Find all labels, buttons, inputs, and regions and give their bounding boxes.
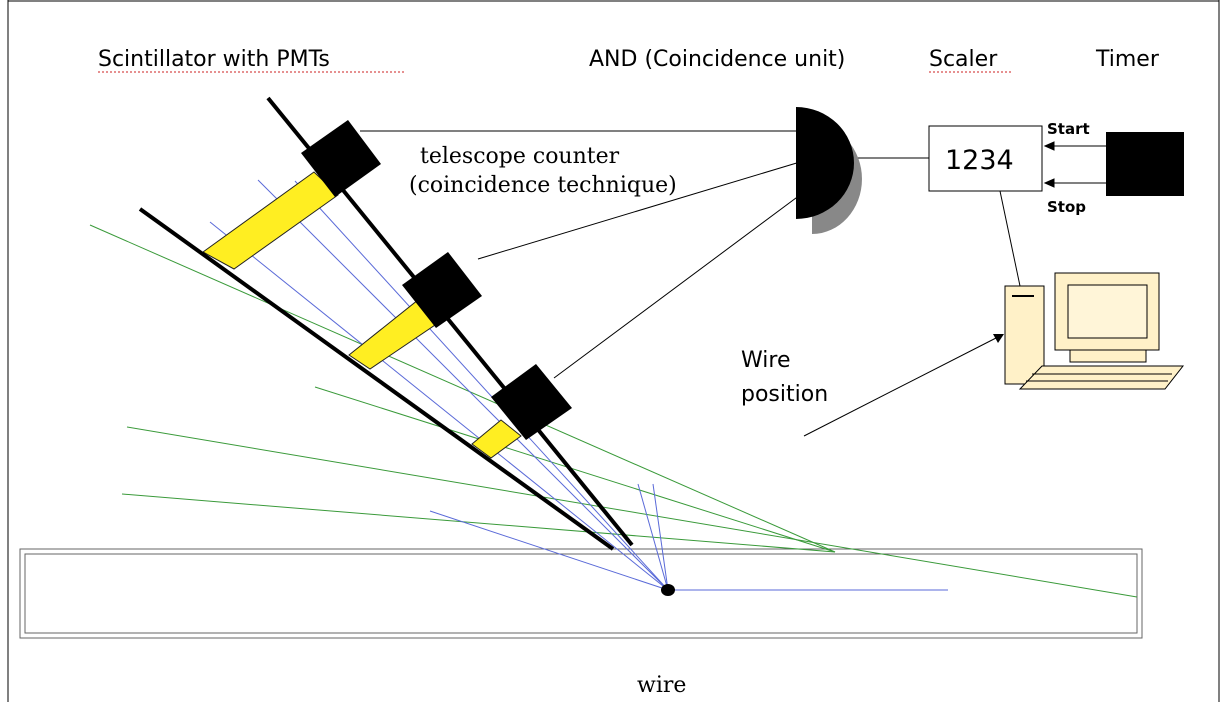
blue-ray (429, 510, 669, 591)
wire-label: wire (637, 673, 686, 698)
green-rays (89, 224, 1138, 598)
blue-ray (652, 483, 669, 591)
wire-position-label-line2: position (741, 382, 828, 407)
wire-position-arrow-line (803, 337, 997, 437)
telescope-label-line1: telescope counter (420, 144, 620, 169)
computer-tower (1004, 285, 1045, 385)
blue-rays (209, 179, 948, 591)
cable-bottom (553, 194, 801, 379)
pmt-icon-middle (402, 252, 482, 328)
scintillator-label: Scintillator with PMTs (98, 47, 330, 72)
computer-icon (1004, 272, 1185, 390)
green-ray (314, 386, 836, 553)
and-gate-icon (796, 107, 854, 219)
wire-position-arrow-head (993, 334, 1004, 343)
computer-keyboard (1018, 365, 1185, 390)
timer-arrows (1043, 141, 1106, 188)
pmt-group (301, 120, 572, 440)
green-ray (126, 426, 1138, 598)
scaler-display: 1234 (945, 145, 1014, 176)
wire-dot (661, 584, 675, 596)
scintillator-slab-bottom (471, 419, 522, 459)
pmt-icon-bottom (491, 364, 572, 440)
blue-ray (209, 221, 669, 591)
scintillator-slab-top (202, 171, 339, 270)
blue-ray (637, 483, 669, 591)
support-bar-lower (138, 207, 615, 551)
signal-cables (360, 130, 1021, 379)
cable-middle (477, 161, 801, 260)
wire-chamber-outer (19, 548, 1143, 639)
telescope-label-line2: (coincidence technique) (409, 173, 677, 198)
cable-scaler-to-computer (999, 190, 1021, 287)
green-ray (89, 224, 836, 553)
blue-ray (294, 180, 669, 591)
monitor-stand (1069, 349, 1147, 363)
scintillator-slabs (202, 171, 522, 459)
computer-screen (1067, 284, 1148, 339)
and-unit-label: AND (Coincidence unit) (589, 47, 845, 72)
scaler-box (928, 125, 1043, 192)
pmt-icon-top (301, 120, 381, 197)
stop-arrow-head (1043, 178, 1055, 188)
stop-label: Stop (1047, 198, 1086, 216)
timer-box-icon (1106, 132, 1184, 196)
wire-chamber-inner (24, 553, 1138, 634)
start-arrow-head (1043, 141, 1055, 151)
green-ray (121, 493, 836, 553)
scaler-label: Scaler (929, 47, 998, 72)
blue-ray (257, 179, 669, 591)
start-label: Start (1047, 120, 1090, 138)
wire-position-label-line1: Wire (741, 348, 790, 373)
timer-label: Timer (1095, 47, 1160, 72)
